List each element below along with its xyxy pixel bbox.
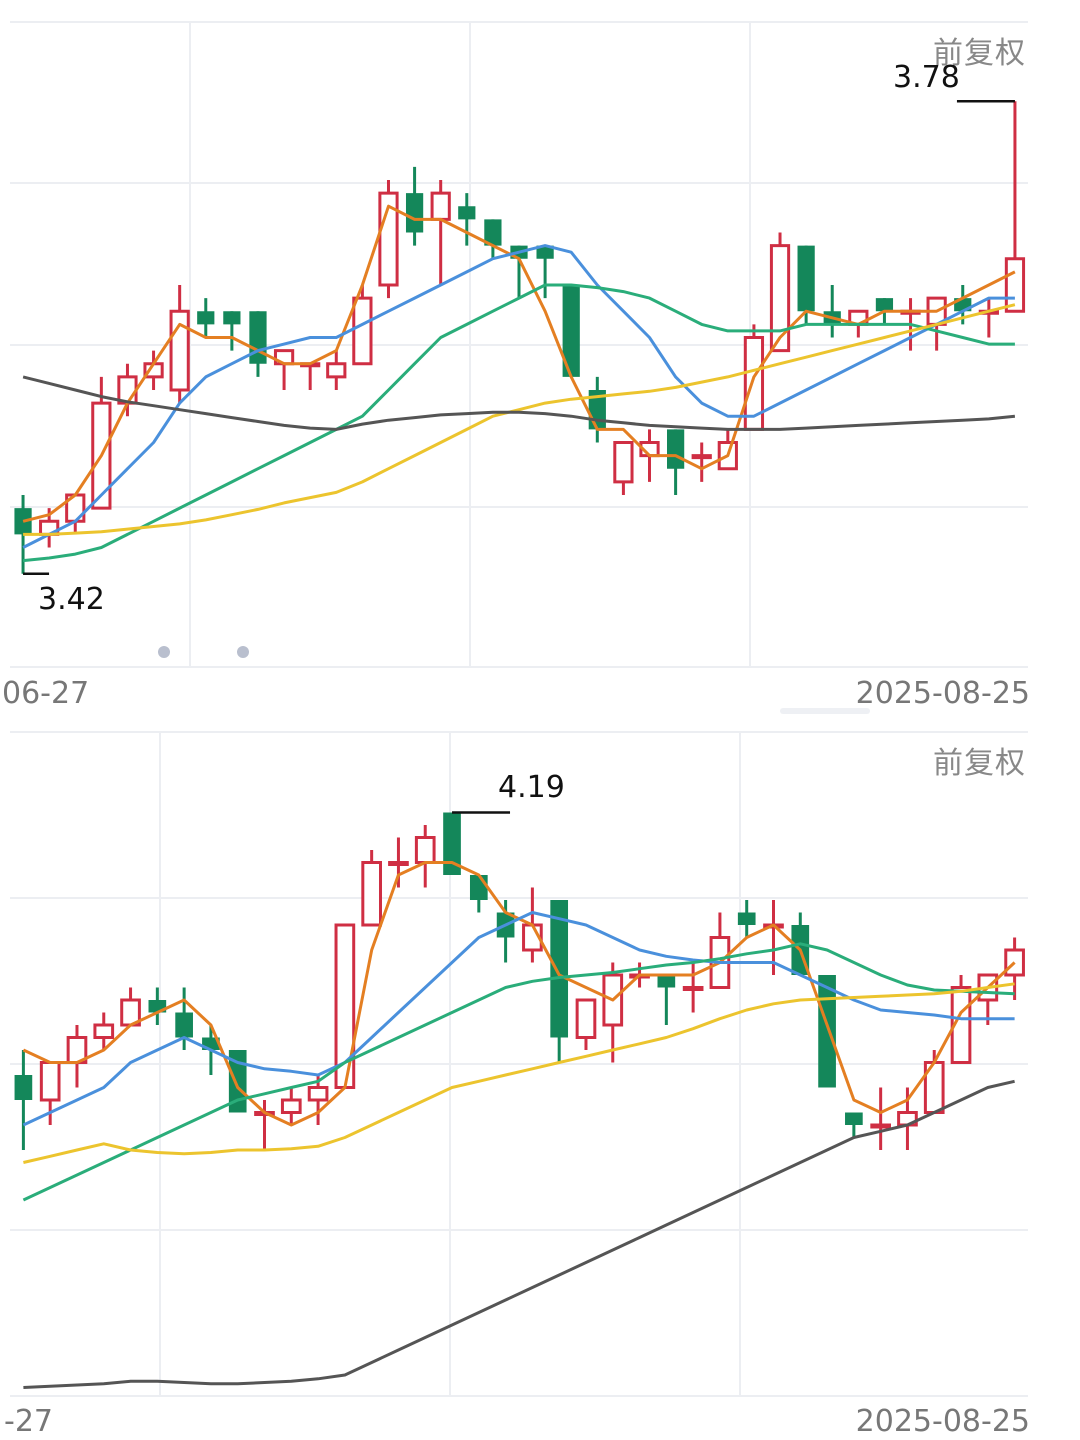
bottom-candlestick-chart[interactable]	[0, 720, 1080, 1440]
candle-body-25	[682, 986, 704, 991]
top-scroll-indicator[interactable]	[780, 708, 870, 714]
bottom-kline-panel[interactable]: 前复权 4.19 -27 2025-08-25	[0, 720, 1080, 1440]
candle-body-8	[228, 1050, 247, 1113]
top-low-price-label: 3.42	[38, 582, 105, 617]
candle-body-35	[950, 986, 972, 1064]
candle-body-0	[14, 508, 32, 535]
ma-line-1	[22, 244, 1015, 549]
candle-body-25	[667, 429, 685, 469]
top-high-price-label: 3.78	[893, 60, 960, 95]
ma-line-4	[23, 1079, 1015, 1389]
candle-body-24	[657, 975, 676, 988]
candle-body-13	[352, 296, 373, 366]
ma-line-3	[23, 303, 1016, 536]
top-kline-panel[interactable]: 前复权 3.78 3.42 06-27 2025-08-25	[0, 0, 1080, 720]
candle-body-30	[797, 245, 815, 312]
candle-body-21	[575, 998, 597, 1039]
candle-body-23	[613, 441, 634, 484]
candle-body-16	[443, 812, 461, 875]
candle-body-17	[458, 206, 476, 220]
candle-body-27	[737, 912, 756, 925]
candle-body-20	[550, 900, 569, 1038]
candle-body-8	[223, 311, 241, 325]
candle-body-11	[307, 1086, 329, 1102]
candle-body-14	[388, 861, 409, 866]
candle-body-30	[818, 975, 836, 1088]
candle-body-13	[361, 861, 382, 927]
ma-line-0	[22, 861, 1016, 1127]
top-start-date: 06-27	[2, 676, 90, 711]
bottom-start-date: -27	[4, 1404, 53, 1439]
candle-body-10	[280, 1098, 302, 1114]
page-dot-2[interactable]	[237, 646, 249, 658]
ma-line-4	[22, 375, 1016, 431]
candle-body-26	[691, 454, 712, 460]
candle-body-29	[769, 244, 791, 353]
candle-body-38	[1004, 257, 1026, 313]
candle-body-12	[326, 362, 347, 379]
ma-line-0	[22, 204, 1016, 523]
candle-body-32	[870, 1123, 891, 1129]
candle-body-17	[469, 875, 488, 900]
candle-body-15	[414, 836, 436, 864]
candle-body-9	[249, 311, 267, 364]
bottom-high-price-label: 4.19	[498, 770, 565, 805]
candle-body-6	[175, 1012, 193, 1038]
ma-line-1	[22, 911, 1015, 1127]
candle-body-37	[1004, 948, 1025, 977]
candle-body-0	[14, 1075, 33, 1100]
candle-body-21	[562, 285, 580, 377]
page-dot-1[interactable]	[158, 646, 170, 658]
candle-body-7	[197, 311, 215, 325]
top-end-date: 2025-08-25	[855, 676, 1030, 711]
bottom-end-date: 2025-08-25	[855, 1404, 1030, 1439]
candle-body-20	[536, 245, 554, 259]
top-adjust-label[interactable]: 前复权	[933, 36, 1026, 71]
bottom-adjust-label[interactable]: 前复权	[933, 746, 1026, 781]
candle-body-33	[875, 298, 894, 312]
candle-body-3	[93, 1023, 115, 1039]
candle-body-16	[430, 191, 451, 221]
candle-body-18	[484, 219, 502, 246]
top-candlestick-chart[interactable]	[0, 0, 1080, 720]
candle-body-1	[39, 1061, 61, 1102]
candle-body-15	[405, 193, 424, 233]
candle-body-31	[845, 1112, 863, 1125]
ma-line-2	[22, 283, 1015, 563]
ma-line-2	[22, 942, 1015, 1202]
ma-line-3	[23, 982, 1015, 1164]
